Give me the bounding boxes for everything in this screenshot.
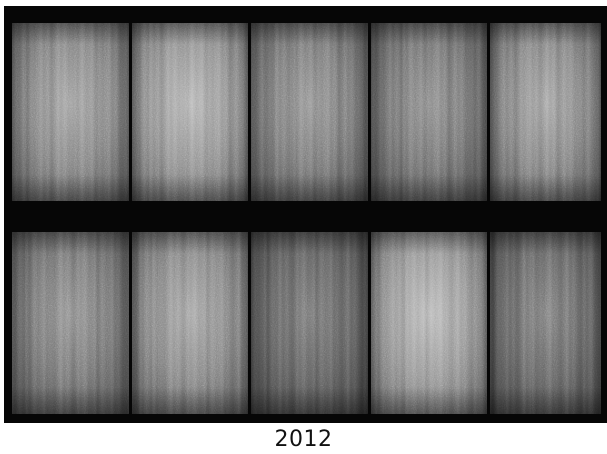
detector-panel-r1-c3 [251,23,368,201]
panel-grain-noise [132,23,248,201]
detector-panel-r1-c5 [490,23,601,201]
panel-grain-noise [12,232,129,414]
image-caption: 2012 [274,427,333,452]
detector-panel-r1-c1 [12,23,129,201]
grain-rect [251,23,368,201]
panel-grain-noise [251,232,368,414]
detector-panel-r2-c4 [371,232,487,414]
panel-edge-vignette [12,232,129,414]
panel-grain-noise [490,232,601,414]
panel-grain-noise [490,23,601,201]
grain-rect [132,232,248,414]
grain-rect [12,232,129,414]
grain-rect [490,232,601,414]
grain-rect [371,232,487,414]
panel-edge-vignette [12,23,129,201]
panel-edge-vignette [251,23,368,201]
grain-rect [371,23,487,201]
panel-edge-vignette [251,232,368,414]
detector-panel-r2-c2 [132,232,248,414]
grain-rect [251,232,368,414]
detector-panel-r1-c2 [132,23,248,201]
panel-grain-noise [132,232,248,414]
panel-edge-vignette [371,23,487,201]
grain-rect [490,23,601,201]
panel-edge-vignette [371,232,487,414]
panel-grain-noise [371,232,487,414]
panel-edge-vignette [132,232,248,414]
detector-panel-r2-c3 [251,232,368,414]
detector-panel-r2-c1 [12,232,129,414]
panel-grain-noise [371,23,487,201]
grain-rect [12,23,129,201]
panel-edge-vignette [490,23,601,201]
detector-panel-r2-c5 [490,232,601,414]
panel-edge-vignette [490,232,601,414]
grain-rect [132,23,248,201]
panel-grain-noise [12,23,129,201]
panel-grain-noise [251,23,368,201]
panel-edge-vignette [132,23,248,201]
detector-image [4,6,607,423]
detector-panel-r1-c4 [371,23,487,201]
